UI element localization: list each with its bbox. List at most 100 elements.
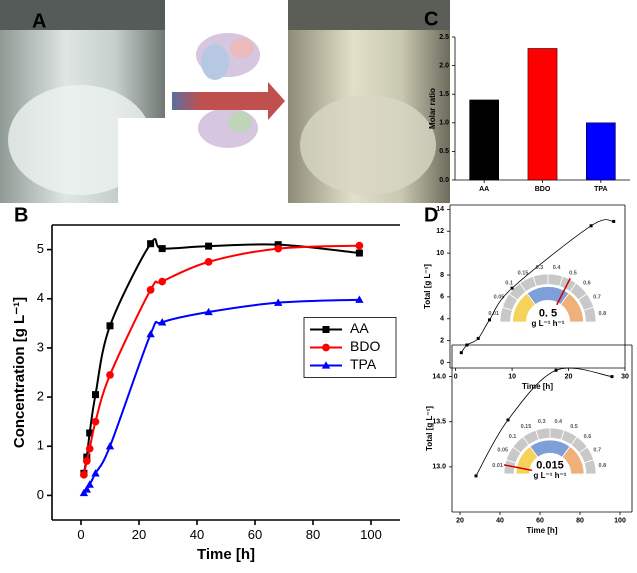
y-tick-label: 14 — [436, 206, 444, 213]
marker — [92, 391, 99, 399]
legend-label: TPA — [350, 356, 377, 372]
y-tick-label: 6 — [440, 294, 444, 301]
y-tick-label: 4 — [37, 290, 44, 305]
x-tick-label: 0 — [454, 373, 458, 380]
reactor-contents — [300, 95, 436, 195]
gauge-tick-label: 0.4 — [553, 265, 562, 271]
marker — [80, 470, 88, 479]
gauge-tick-label: 0.8 — [598, 311, 606, 317]
gauge-segment — [535, 427, 551, 441]
marker — [146, 329, 155, 338]
x-tick-label: 40 — [496, 517, 504, 524]
gauge-tick-label: 0.3 — [538, 419, 546, 425]
x-tick-label: 20 — [456, 517, 464, 524]
bar — [469, 99, 500, 181]
arrow-body — [172, 92, 268, 110]
gauge-needle — [503, 464, 533, 472]
gauge-tick-label: 0.01 — [488, 311, 499, 317]
gauge-tick-label: 0.5 — [570, 424, 578, 430]
y-tick-label: 2.5 — [439, 34, 449, 41]
marker — [91, 417, 100, 426]
marker — [85, 444, 94, 453]
marker — [510, 286, 514, 290]
marker — [204, 307, 213, 316]
marker — [158, 318, 167, 326]
x-tick-label: 0 — [77, 527, 84, 542]
marker — [488, 318, 492, 322]
marker — [274, 241, 282, 249]
marker — [105, 442, 115, 450]
gauge-needle — [556, 278, 571, 306]
gauge-tick-label: 0.05 — [494, 294, 505, 300]
y-tick-label: 13.5 — [432, 419, 446, 426]
y-tick-label: 10 — [436, 250, 444, 257]
gauge-tick-label: 0.8 — [599, 463, 607, 469]
marker — [476, 336, 480, 340]
y-axis-title: Total [g L⁻¹] — [425, 406, 434, 451]
gauge-tick-label: 0.7 — [593, 294, 601, 300]
gauge-unit: g L⁻¹ h⁻¹ — [534, 471, 567, 480]
x-axis-title: Time [h] — [197, 546, 255, 563]
photo-cutout — [118, 118, 165, 203]
x-tick-label: 60 — [536, 517, 544, 524]
x-axis-title: Time [h] — [527, 526, 558, 535]
series-line — [475, 367, 613, 477]
reactor-contents — [8, 85, 152, 195]
x-tick-label: AA — [479, 186, 489, 193]
marker — [106, 371, 114, 379]
marker — [610, 375, 614, 379]
gauge-tick-label: 0.15 — [521, 424, 532, 430]
marker — [205, 242, 213, 250]
enzyme-structure — [196, 33, 260, 148]
legend-label: BDO — [350, 338, 380, 354]
gauge-tick-label: 0.7 — [593, 447, 601, 453]
y-tick-label: 0 — [37, 487, 44, 502]
marker — [355, 249, 363, 257]
marker — [158, 245, 166, 253]
bar — [527, 48, 558, 181]
y-tick-label: 1.0 — [439, 120, 449, 127]
x-tick-label: 80 — [576, 517, 584, 524]
marker — [147, 240, 155, 248]
gauge-segment — [583, 306, 597, 323]
panel-label: D — [424, 204, 438, 226]
y-tick-label: 2.0 — [439, 62, 449, 69]
gauge-tick-label: 0.15 — [518, 270, 529, 276]
reactor-lid — [0, 0, 165, 30]
marker — [506, 418, 510, 422]
marker — [82, 457, 91, 465]
series-line — [82, 237, 360, 474]
panel-label: B — [14, 204, 28, 226]
gauge-value-label: 0. 5 — [539, 307, 557, 319]
panel-label: C — [424, 8, 438, 30]
gauge-tick-label: 0.1 — [505, 281, 513, 287]
gauge-tick-label: 0.6 — [583, 281, 591, 287]
gauge-tick-label: 0.4 — [554, 419, 563, 425]
marker — [355, 295, 364, 303]
bar — [586, 122, 616, 181]
x-tick-label: 10 — [508, 373, 516, 380]
gauge-band — [560, 292, 584, 323]
x-tick-label: 20 — [132, 527, 146, 542]
gauge-tick-label: 0.6 — [584, 434, 592, 440]
marker — [85, 480, 94, 488]
x-tick-label: 80 — [306, 527, 320, 542]
marker — [204, 258, 213, 266]
marker — [158, 277, 167, 286]
marker — [146, 286, 155, 294]
y-tick-label: 12 — [436, 228, 444, 235]
gauge-unit: g L⁻¹ h⁻¹ — [532, 319, 565, 328]
gauge-value-label: 0.015 — [536, 460, 564, 472]
reactor-lid — [288, 0, 450, 30]
gauge-band — [561, 445, 585, 475]
x-tick-label: 100 — [360, 527, 382, 542]
marker — [82, 485, 91, 493]
marker — [612, 219, 616, 223]
arrow-head — [268, 82, 285, 120]
gauge-segment — [583, 459, 597, 475]
gauge-tick-label: 0.5 — [569, 270, 577, 276]
marker — [91, 469, 100, 477]
legend-marker — [322, 326, 330, 333]
marker — [106, 322, 114, 330]
